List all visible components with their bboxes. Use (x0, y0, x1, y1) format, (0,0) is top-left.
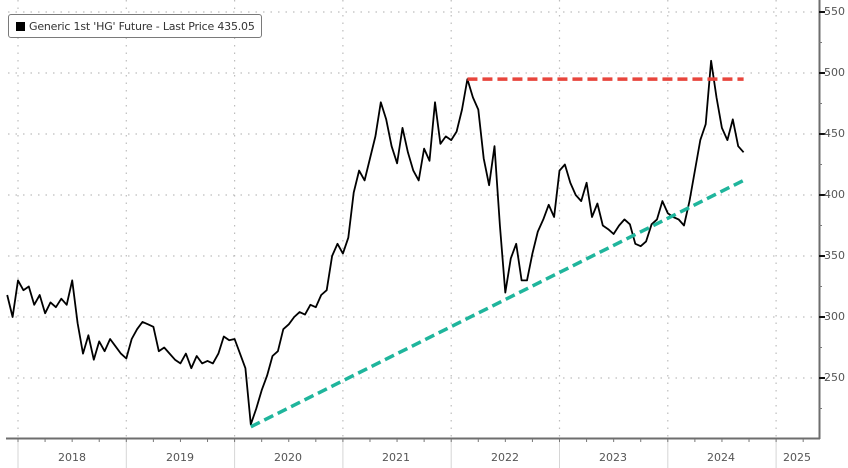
x-tick-label: 2018 (58, 451, 86, 464)
x-tick-label: 2022 (491, 451, 519, 464)
support-trendline (250, 178, 745, 429)
y-tick-label: 550 (824, 5, 845, 18)
legend-swatch-icon (16, 21, 25, 31)
price-series-line (6, 59, 745, 426)
legend-label: Generic 1st 'HG' Future - Last Price 435… (29, 19, 255, 33)
x-tick-label: 2023 (599, 451, 627, 464)
y-tick-label: 300 (824, 310, 845, 323)
y-tick-label: 350 (824, 249, 845, 262)
y-tick-label: 400 (824, 188, 845, 201)
y-tick-label: 450 (824, 127, 845, 140)
axes (6, 0, 825, 468)
x-tick-label: 2019 (166, 451, 194, 464)
x-tick-label: 2021 (382, 451, 410, 464)
x-tick-label: 2020 (274, 451, 302, 464)
x-tick-label: 2025 (783, 451, 811, 464)
y-tick-label: 250 (824, 371, 845, 384)
x-tick-label: 2024 (707, 451, 735, 464)
gridlines (8, 0, 818, 438)
y-tick-label: 500 (824, 66, 845, 79)
legend-box: Generic 1st 'HG' Future - Last Price 435… (8, 14, 262, 38)
